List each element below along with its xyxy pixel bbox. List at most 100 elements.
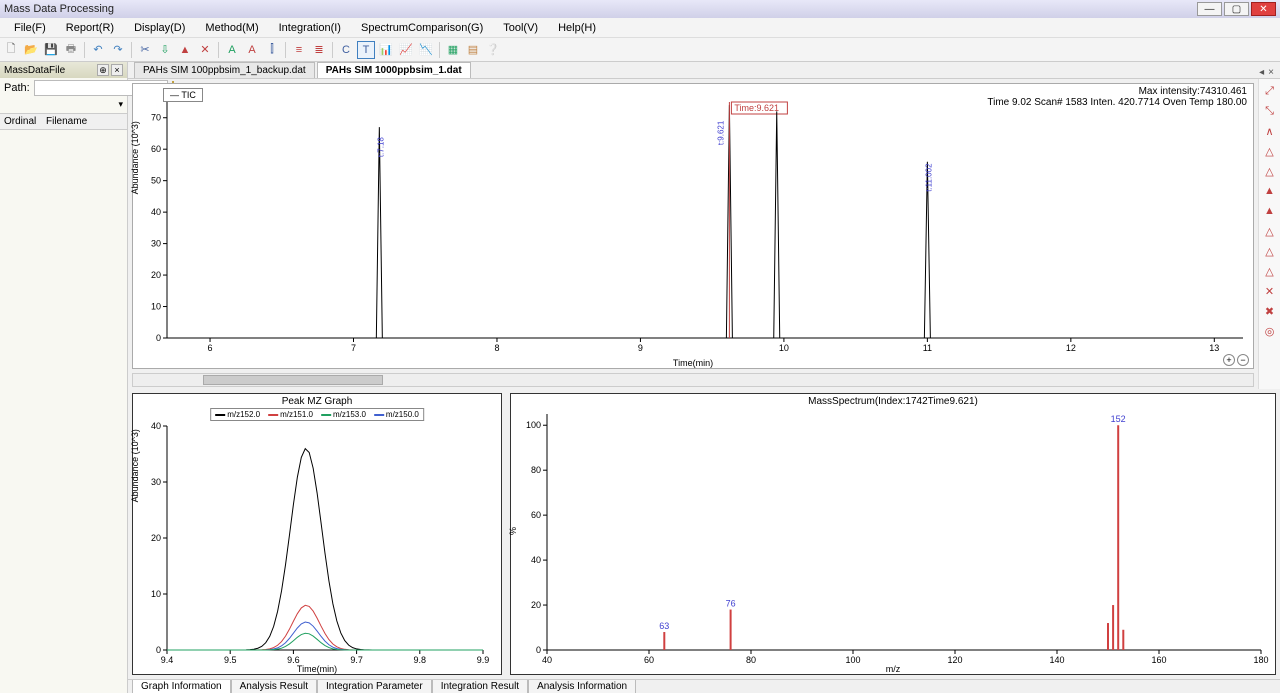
- svg-text:10: 10: [151, 302, 161, 312]
- peakmz-title: Peak MZ Graph: [133, 396, 501, 407]
- window-title: Mass Data Processing: [4, 3, 1197, 15]
- tic-hscrollbar[interactable]: [132, 373, 1254, 387]
- table-icon[interactable]: ▦: [444, 41, 462, 59]
- bottom-tab[interactable]: Integration Result: [432, 680, 528, 693]
- svg-text:12: 12: [1066, 343, 1076, 353]
- save-icon[interactable]: 💾: [42, 41, 60, 59]
- chart2-icon[interactable]: 📈: [397, 41, 415, 59]
- bottom-charts: Peak MZ Graph m/z152.0m/z151.0m/z153.0m/…: [128, 389, 1280, 679]
- menu-method[interactable]: Method(M): [195, 20, 268, 36]
- svg-text:9.7: 9.7: [350, 655, 363, 665]
- right-tool-2[interactable]: ∧: [1262, 125, 1278, 141]
- menu-report[interactable]: Report(R): [56, 20, 124, 36]
- m1-icon[interactable]: ≡: [290, 41, 308, 59]
- right-tool-7[interactable]: △: [1262, 225, 1278, 241]
- tic-zoom-buttons: + −: [1223, 354, 1249, 366]
- max-intensity: Max intensity:74310.461: [987, 86, 1247, 97]
- menu-tool[interactable]: Tool(V): [493, 20, 548, 36]
- svg-text:60: 60: [151, 144, 161, 154]
- right-tool-6[interactable]: ▲: [1262, 205, 1278, 221]
- flag-red-icon[interactable]: ▲: [176, 41, 194, 59]
- down-icon[interactable]: ⇩: [156, 41, 174, 59]
- cut-icon[interactable]: ✂: [136, 41, 154, 59]
- right-tool-8[interactable]: △: [1262, 245, 1278, 261]
- file-tab[interactable]: PAHs SIM 1000ppbsim_1.dat: [317, 62, 471, 78]
- file-tabstrip: PAHs SIM 100ppbsim_1_backup.datPAHs SIM …: [128, 62, 1280, 79]
- print-icon[interactable]: 🖶: [62, 41, 80, 59]
- chart3-icon[interactable]: 📉: [417, 41, 435, 59]
- svg-text:100: 100: [845, 655, 860, 665]
- top-chart-zone: — TIC Max intensity:74310.461 Time 9.02 …: [128, 79, 1280, 389]
- right-tool-5[interactable]: ▲: [1262, 185, 1278, 201]
- svg-text:20: 20: [151, 533, 161, 543]
- menu-spectrumcomparison[interactable]: SpectrumComparison(G): [351, 20, 493, 36]
- svg-text:10: 10: [151, 589, 161, 599]
- panel-header: MassDataFile ⊕ ×: [0, 62, 127, 78]
- svg-text:0: 0: [536, 645, 541, 655]
- bottom-tab[interactable]: Integration Parameter: [317, 680, 432, 693]
- right-tool-column: ⤢ ⤡ ∧ △ △ ▲ ▲ △ △ △ ✕ ✖ ◎: [1258, 79, 1280, 389]
- file-tab[interactable]: PAHs SIM 100ppbsim_1_backup.dat: [134, 62, 315, 78]
- menu-integration[interactable]: Integration(I): [269, 20, 351, 36]
- c-icon[interactable]: C: [337, 41, 355, 59]
- new-icon[interactable]: 🗋: [2, 41, 20, 59]
- menubar: File(F)Report(R)Display(D)Method(M)Integ…: [0, 18, 1280, 38]
- maximize-button[interactable]: ▢: [1224, 2, 1249, 16]
- help-icon[interactable]: ❔: [484, 41, 502, 59]
- toolbar: 🗋📂💾🖶↶↷✂⇩▲✕AA⫿≡≣CT📊📈📉▦▤❔: [0, 38, 1280, 62]
- peak-a-icon[interactable]: A: [223, 41, 241, 59]
- right-tool-3[interactable]: △: [1262, 145, 1278, 161]
- zoom-in-icon[interactable]: +: [1223, 354, 1235, 366]
- zoom-out-icon[interactable]: −: [1237, 354, 1249, 366]
- undo-icon[interactable]: ↶: [89, 41, 107, 59]
- filelist-body: [0, 130, 127, 693]
- t-icon[interactable]: T: [357, 41, 375, 59]
- redo-icon[interactable]: ↷: [109, 41, 127, 59]
- svg-text:t:7.18: t:7.18: [376, 137, 385, 158]
- svg-text:9.5: 9.5: [224, 655, 237, 665]
- svg-text:180: 180: [1253, 655, 1268, 665]
- tic-ylabel: Abundance (10^3): [130, 121, 140, 194]
- svg-text:60: 60: [644, 655, 654, 665]
- right-tool-0[interactable]: ⤢: [1262, 85, 1278, 101]
- bottom-tab[interactable]: Analysis Information: [528, 680, 636, 693]
- peak-mz-chart[interactable]: Peak MZ Graph m/z152.0m/z151.0m/z153.0m/…: [132, 393, 502, 675]
- tab-close-icon[interactable]: ×: [1268, 67, 1274, 78]
- grid-icon[interactable]: ▤: [464, 41, 482, 59]
- col-ordinal: Ordinal: [4, 116, 46, 127]
- bottom-tab[interactable]: Analysis Result: [231, 680, 317, 693]
- right-tool-10[interactable]: ✕: [1262, 285, 1278, 301]
- minimize-button[interactable]: —: [1197, 2, 1222, 16]
- bottom-tab[interactable]: Graph Information: [132, 680, 231, 693]
- tab-scroll-left-icon[interactable]: ◂: [1259, 67, 1264, 78]
- chart1-icon[interactable]: 📊: [377, 41, 395, 59]
- svg-text:8: 8: [494, 343, 499, 353]
- close-button[interactable]: ✕: [1251, 2, 1276, 16]
- menu-display[interactable]: Display(D): [124, 20, 195, 36]
- peak-b-icon[interactable]: A: [243, 41, 261, 59]
- path-label: Path:: [4, 82, 30, 94]
- bar-icon[interactable]: ⫿: [263, 41, 281, 59]
- right-tool-11[interactable]: ✖: [1262, 305, 1278, 321]
- panel-pin-icon[interactable]: ⊕: [97, 64, 109, 76]
- tic-chart[interactable]: — TIC Max intensity:74310.461 Time 9.02 …: [132, 83, 1254, 369]
- menu-help[interactable]: Help(H): [548, 20, 606, 36]
- delete-icon[interactable]: ✕: [196, 41, 214, 59]
- menu-file[interactable]: File(F): [4, 20, 56, 36]
- peakmz-legend: m/z152.0m/z151.0m/z153.0m/z150.0: [210, 408, 424, 421]
- main-area: MassDataFile ⊕ × Path: ▾ Ordinal Filenam…: [0, 62, 1280, 693]
- dropdown-icon[interactable]: ▾: [118, 99, 123, 110]
- tic-scroll-thumb[interactable]: [203, 375, 383, 385]
- right-tool-1[interactable]: ⤡: [1262, 105, 1278, 121]
- panel-close-icon[interactable]: ×: [111, 64, 123, 76]
- path-row: Path:: [0, 78, 127, 98]
- right-tool-4[interactable]: △: [1262, 165, 1278, 181]
- svg-text:30: 30: [151, 477, 161, 487]
- svg-text:0: 0: [156, 333, 161, 343]
- open-icon[interactable]: 📂: [22, 41, 40, 59]
- peakmz-ylabel: Abundance (10^3): [130, 429, 140, 502]
- right-tool-9[interactable]: △: [1262, 265, 1278, 281]
- mass-spectrum-chart[interactable]: MassSpectrum(Index:1742Time9.621) % m/z …: [510, 393, 1276, 675]
- m2-icon[interactable]: ≣: [310, 41, 328, 59]
- right-tool-12[interactable]: ◎: [1262, 325, 1278, 341]
